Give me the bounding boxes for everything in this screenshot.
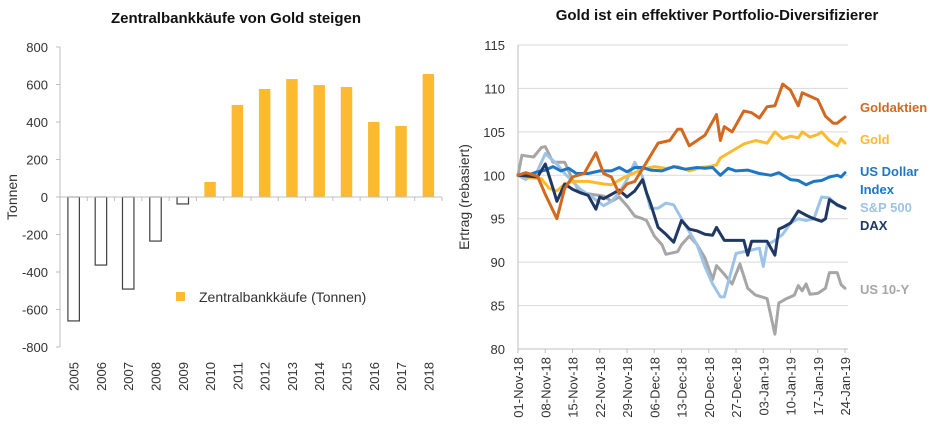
series-line-dax [516, 162, 847, 257]
y-tick-label: 100 [483, 168, 505, 183]
x-tick-label: 20-Dec-18 [702, 357, 717, 418]
y-tick-label: -400 [22, 265, 48, 280]
bar-2015 [340, 86, 353, 197]
y-tick-label: 110 [484, 81, 505, 96]
legend-swatch [176, 292, 185, 301]
bar-chart-central-bank-purchases: Zentralbankkäufe von Gold steigen Tonnen… [4, 10, 443, 391]
y-tick-label: 105 [483, 125, 505, 140]
x-tick-label: 2013 [285, 362, 300, 391]
y-tick-label: 0 [41, 190, 48, 205]
x-tick-label: 2014 [312, 362, 327, 391]
x-tick-label: 2016 [367, 362, 382, 391]
y-tick-label: -600 [22, 303, 48, 318]
x-tick-label: 06-Dec-18 [647, 357, 662, 418]
x-tick-label: 17-Jan-19 [811, 357, 826, 416]
series-line-gold [516, 130, 847, 193]
x-tick-label: 03-Jan-19 [756, 357, 771, 416]
x-tick-label: 15-Nov-18 [566, 357, 581, 418]
bar-2007 [121, 196, 135, 290]
series-label-gold: Gold [860, 132, 890, 147]
series-line-goldaktien [516, 82, 847, 221]
x-tick-label: 2017 [394, 362, 409, 391]
y-tick-label: 200 [26, 153, 48, 168]
x-tick-label: 29-Nov-18 [620, 357, 635, 418]
bar-2016 [368, 122, 380, 197]
series-label-us-10-y: US 10-Y [860, 282, 909, 297]
series-line-us-dollar-index [516, 165, 847, 187]
bar-chart-y-axis-label: Tonnen [4, 174, 20, 220]
x-tick-label: 13-Dec-18 [675, 357, 690, 418]
x-tick-label: 22-Nov-18 [593, 357, 608, 418]
x-tick-label: 2006 [94, 362, 109, 391]
x-tick-label: 08-Nov-18 [538, 357, 553, 418]
x-tick-label: 2005 [67, 362, 82, 391]
line-chart-title: Gold ist ein effektiver Portfolio-Divers… [556, 7, 879, 24]
bar-2011 [231, 104, 244, 197]
bar-chart-x-ticks: 2005 2006 2007 2008 2009 2010 2011 2012 2013 2014… [59, 197, 443, 391]
x-tick-label: 2007 [121, 362, 136, 391]
y-tick-label: 600 [26, 78, 48, 93]
x-tick-label: 27-Dec-18 [729, 357, 744, 418]
bar-2009 [176, 196, 190, 205]
line-chart-portfolio-diversifier: Gold ist ein effektiver Portfolio-Divers… [456, 7, 927, 418]
y-tick-label: 95 [491, 212, 505, 227]
bar-2008 [149, 196, 162, 242]
y-tick-label: 80 [491, 342, 505, 357]
bar-2014 [313, 85, 325, 197]
bar-2010 [204, 182, 216, 197]
bar-chart-y-ticks: 800 600 400 200 0 -200 -400 -600 -800 [22, 40, 60, 355]
series-label-goldaktien: Goldaktien [860, 100, 927, 115]
x-tick-label: 2015 [340, 362, 355, 391]
x-tick-label: 2009 [176, 362, 191, 391]
x-tick-label: 2018 [421, 362, 436, 391]
series-label-s-p-500: S&P 500 [860, 200, 912, 215]
x-tick-label: 2008 [149, 362, 164, 391]
y-tick-label: 400 [26, 115, 48, 130]
y-tick-label: 115 [484, 38, 505, 53]
line-chart-series-labels: Goldaktien Gold US Dollar Index S&P 500 DAX US… [860, 100, 927, 297]
line-chart-y-axis-label: Ertrag (rebasiert) [456, 144, 472, 250]
bar-2018 [422, 74, 435, 197]
bar-chart-title: Zentralbankkäufe von Gold steigen [111, 10, 361, 27]
x-tick-label: 2012 [258, 362, 273, 391]
series-label-dax: DAX [860, 218, 888, 233]
bar-2017 [395, 125, 407, 197]
y-tick-label: -200 [22, 228, 48, 243]
x-tick-label: 10-Jan-19 [784, 357, 799, 416]
x-tick-label: 24-Jan-19 [838, 357, 853, 416]
line-chart-y-ticks: 115 110 105 100 95 90 85 80 [483, 38, 505, 357]
bar-2012 [258, 89, 271, 197]
x-tick-label: 2010 [203, 362, 218, 391]
bar-2013 [286, 79, 298, 197]
y-tick-label: -800 [22, 340, 48, 355]
x-tick-label: 2011 [230, 362, 245, 390]
bar-2005 [67, 196, 80, 322]
legend-label: Zentralbankkäufe (Tonnen) [199, 289, 366, 305]
y-tick-label: 90 [491, 255, 505, 270]
y-tick-label: 800 [26, 40, 48, 55]
series-label-us-dollar-index: US Dollar Index [860, 164, 919, 197]
y-tick-label: 85 [491, 299, 505, 314]
x-tick-label: 01-Nov-18 [511, 357, 526, 418]
line-chart-series [516, 82, 847, 336]
line-chart-x-ticks: 01-Nov-18 08-Nov-18 15-Nov-18 22-Nov-18 29-N… [511, 349, 853, 418]
bar-2006 [94, 196, 108, 266]
